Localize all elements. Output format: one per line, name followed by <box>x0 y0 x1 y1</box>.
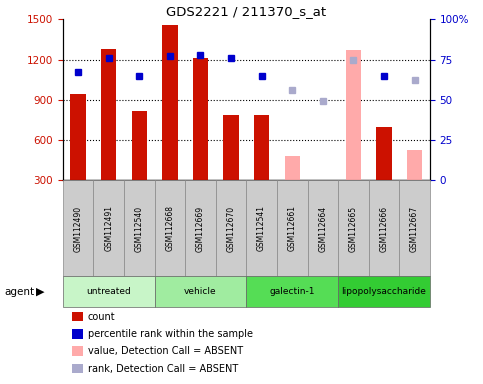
Bar <box>71 94 86 180</box>
Bar <box>223 115 239 180</box>
Bar <box>376 127 392 180</box>
Text: ▶: ▶ <box>36 287 45 297</box>
Text: GSM112541: GSM112541 <box>257 205 266 252</box>
Text: GSM112661: GSM112661 <box>288 205 297 252</box>
Bar <box>162 25 177 180</box>
Text: percentile rank within the sample: percentile rank within the sample <box>88 329 253 339</box>
Text: lipopolysaccharide: lipopolysaccharide <box>341 287 426 296</box>
Bar <box>93 180 124 276</box>
Bar <box>338 276 430 307</box>
Bar <box>63 180 93 276</box>
Bar <box>193 58 208 180</box>
Bar <box>246 180 277 276</box>
Text: untreated: untreated <box>86 287 131 296</box>
Text: GSM112491: GSM112491 <box>104 205 113 252</box>
Text: GSM112664: GSM112664 <box>318 205 327 252</box>
Bar <box>185 180 216 276</box>
Bar <box>308 180 338 276</box>
Bar <box>254 115 270 180</box>
Bar <box>63 276 155 307</box>
Text: agent: agent <box>5 287 35 297</box>
Bar <box>284 156 300 180</box>
Bar <box>407 149 422 180</box>
Text: value, Detection Call = ABSENT: value, Detection Call = ABSENT <box>88 346 243 356</box>
Text: GSM112666: GSM112666 <box>380 205 388 252</box>
Text: count: count <box>88 312 115 322</box>
Bar <box>124 180 155 276</box>
Bar <box>101 49 116 180</box>
Text: GSM112665: GSM112665 <box>349 205 358 252</box>
Bar <box>155 276 246 307</box>
Bar <box>338 180 369 276</box>
Text: GSM112490: GSM112490 <box>73 205 83 252</box>
Bar <box>216 180 246 276</box>
Bar <box>155 180 185 276</box>
Bar <box>369 180 399 276</box>
Text: rank, Detection Call = ABSENT: rank, Detection Call = ABSENT <box>88 364 238 374</box>
Bar <box>131 111 147 180</box>
Text: GSM112667: GSM112667 <box>410 205 419 252</box>
Bar <box>346 50 361 180</box>
Text: GSM112540: GSM112540 <box>135 205 144 252</box>
Bar <box>277 180 308 276</box>
Title: GDS2221 / 211370_s_at: GDS2221 / 211370_s_at <box>166 5 327 18</box>
Text: vehicle: vehicle <box>184 287 217 296</box>
Text: GSM112668: GSM112668 <box>165 205 174 252</box>
Text: GSM112669: GSM112669 <box>196 205 205 252</box>
Text: GSM112670: GSM112670 <box>227 205 236 252</box>
Text: galectin-1: galectin-1 <box>270 287 315 296</box>
Bar <box>399 180 430 276</box>
Bar <box>246 276 338 307</box>
